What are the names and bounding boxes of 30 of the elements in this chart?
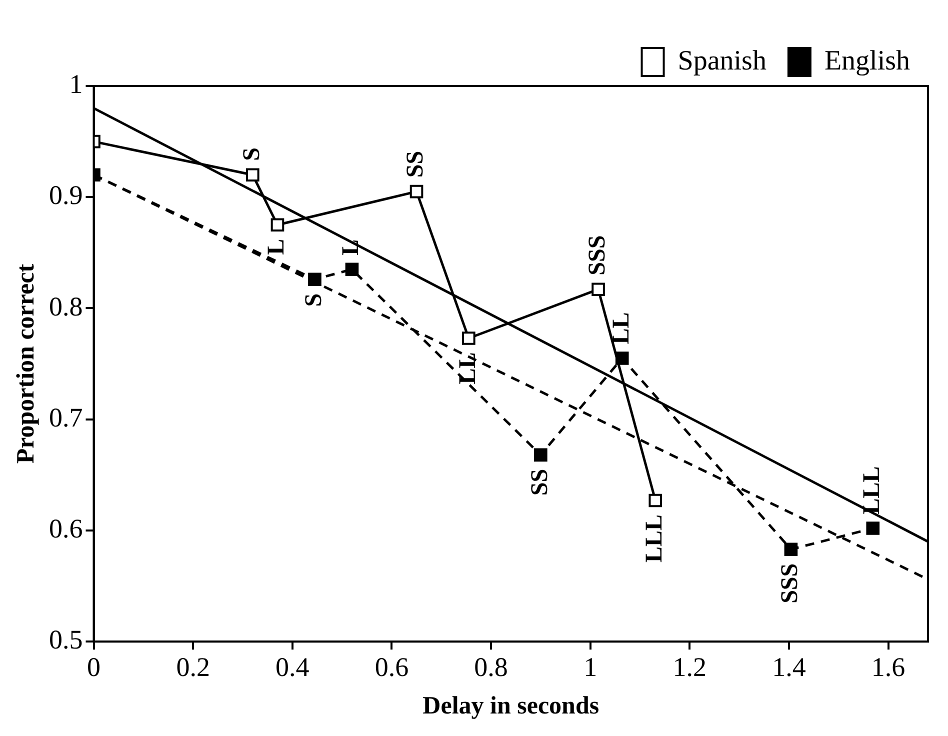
y-axis-title: Proportion correct	[12, 263, 40, 464]
annotation: L	[338, 239, 364, 256]
annotation: LL	[608, 312, 634, 344]
x-tick-label: 0.8	[474, 652, 508, 682]
annotation: SSS	[584, 235, 610, 276]
annotation: S	[300, 293, 327, 307]
x-tick-label: 1	[584, 652, 598, 682]
legend-label: English	[824, 45, 910, 76]
x-tick-label: 0	[87, 652, 100, 682]
y-tick-label: 0.8	[49, 291, 83, 322]
y-tick-label: 0.7	[49, 402, 83, 432]
x-tick-label: 1.2	[672, 652, 707, 682]
annotation: LLL	[642, 514, 668, 563]
y-tick-label: 0.5	[49, 624, 83, 655]
x-axis-title: Delay in seconds	[422, 692, 600, 720]
x-tick-label: 0.6	[374, 652, 409, 682]
annotation: LL	[454, 352, 481, 384]
annotation: SS	[402, 150, 429, 178]
x-tick-label: 1.4	[772, 652, 806, 682]
y-tick-label: 1	[69, 69, 83, 100]
annotation: L	[264, 238, 290, 255]
annotation: S	[238, 148, 265, 161]
annotation: SS	[526, 468, 553, 496]
x-tick-label: 0.2	[176, 652, 210, 682]
annotation: SSS	[777, 563, 804, 604]
legend-label: Spanish	[678, 45, 766, 76]
y-tick-label: 0.6	[49, 514, 83, 544]
x-tick-label: 1.6	[871, 652, 906, 682]
x-tick-label: 0.4	[276, 652, 310, 682]
y-tick-label: 0.9	[49, 180, 83, 210]
